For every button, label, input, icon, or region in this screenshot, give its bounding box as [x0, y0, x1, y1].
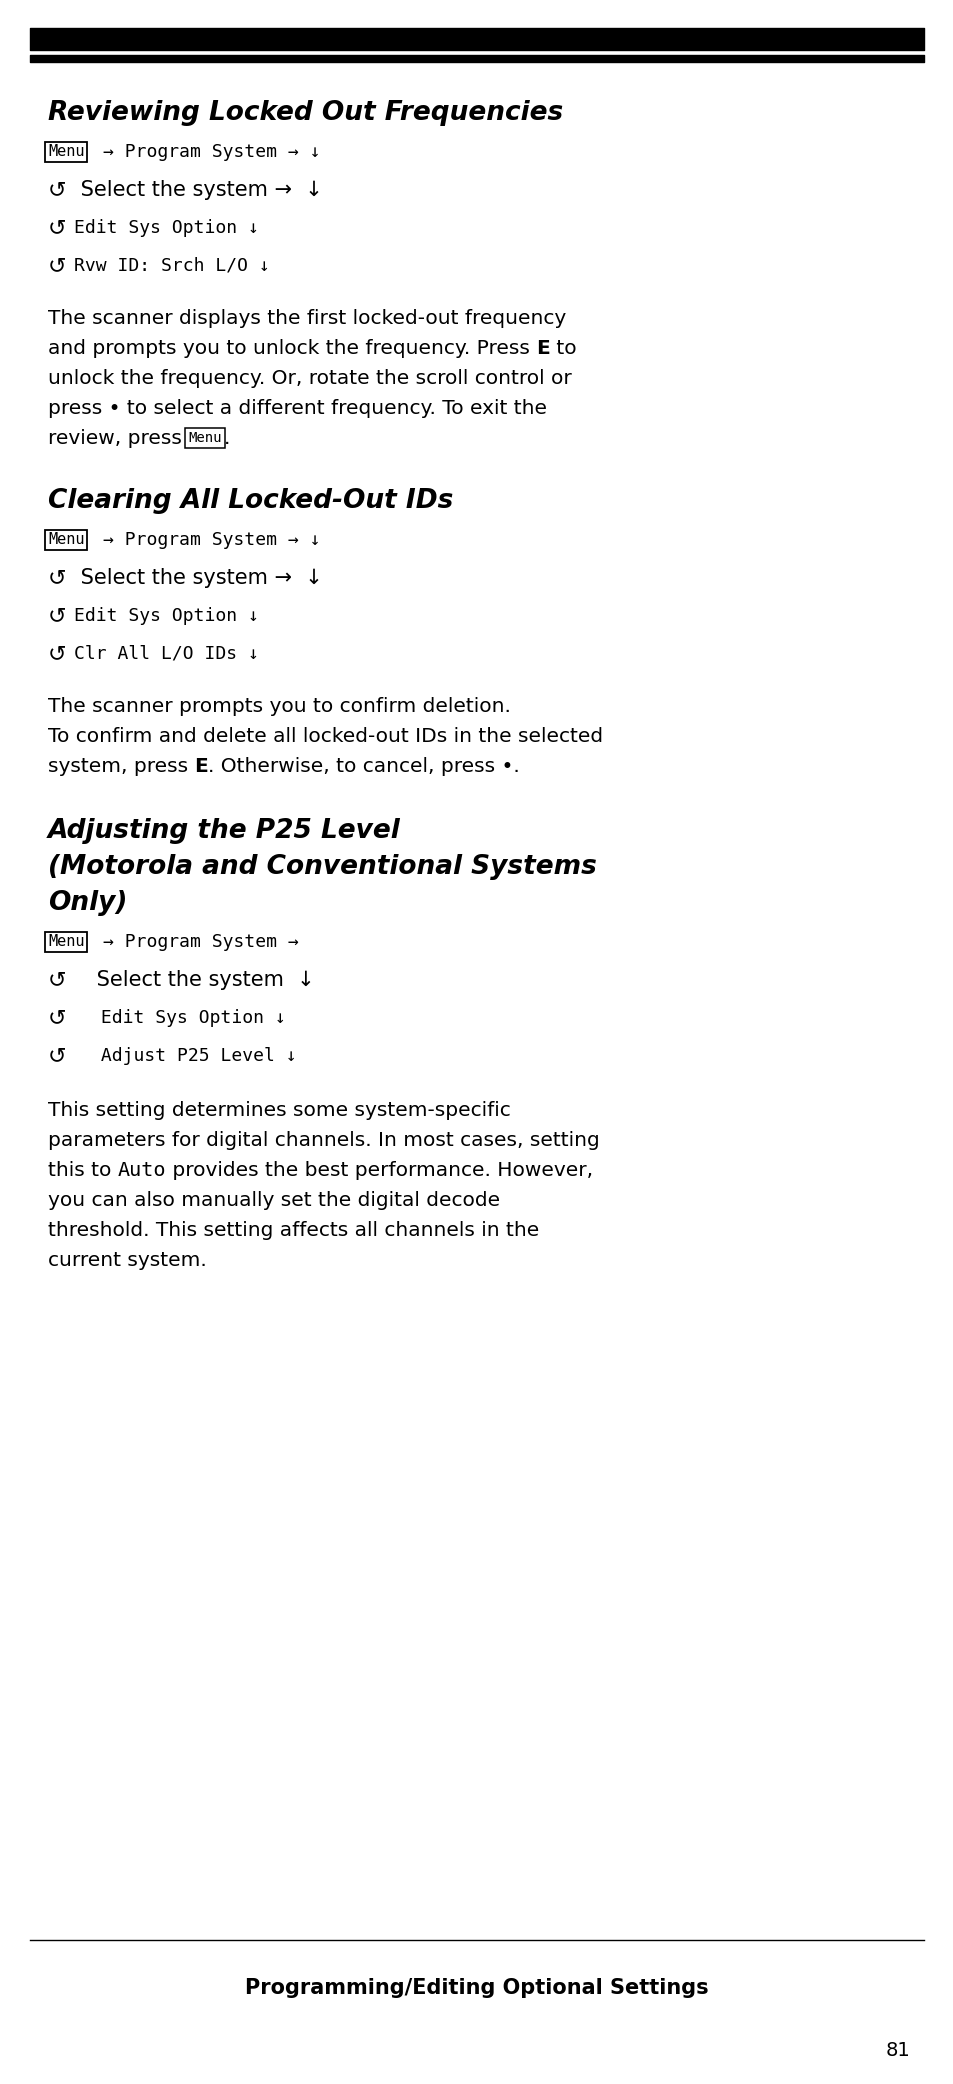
Text: Clr All L/O IDs ↓: Clr All L/O IDs ↓ [74, 646, 258, 663]
Text: ↺: ↺ [48, 569, 67, 588]
Text: unlock the frequency. Or, rotate the scroll control or: unlock the frequency. Or, rotate the scr… [48, 369, 571, 388]
Text: Only): Only) [48, 890, 128, 917]
Text: (Motorola and Conventional Systems: (Motorola and Conventional Systems [48, 854, 597, 879]
Text: ↺: ↺ [48, 179, 67, 200]
Text: E: E [194, 756, 208, 775]
Text: The scanner displays the first locked-out frequency: The scanner displays the first locked-ou… [48, 308, 566, 327]
Text: Menu: Menu [48, 934, 85, 950]
Text: Reviewing Locked Out Frequencies: Reviewing Locked Out Frequencies [48, 100, 562, 125]
Text: → Program System → ↓: → Program System → ↓ [103, 144, 320, 160]
Text: Auto: Auto [117, 1161, 166, 1180]
Text: Menu: Menu [188, 431, 221, 446]
Text: The scanner prompts you to confirm deletion.: The scanner prompts you to confirm delet… [48, 696, 511, 715]
Text: Menu: Menu [48, 144, 85, 160]
Text: ↺: ↺ [48, 644, 67, 665]
Text: To confirm and delete all locked-out IDs in the selected: To confirm and delete all locked-out IDs… [48, 727, 602, 746]
Text: 81: 81 [884, 2040, 909, 2059]
Text: parameters for digital channels. In most cases, setting: parameters for digital channels. In most… [48, 1132, 599, 1150]
Text: Rvw ID: Srch L/O ↓: Rvw ID: Srch L/O ↓ [74, 256, 270, 275]
Text: .: . [224, 429, 230, 448]
Text: ↺: ↺ [48, 606, 67, 625]
Text: ↺: ↺ [48, 1046, 67, 1067]
Text: Edit Sys Option ↓: Edit Sys Option ↓ [74, 219, 258, 238]
Text: ↺: ↺ [48, 256, 67, 275]
Text: you can also manually set the digital decode: you can also manually set the digital de… [48, 1192, 499, 1211]
Text: E: E [536, 338, 550, 358]
Text: . Otherwise, to cancel, press •.: . Otherwise, to cancel, press •. [208, 756, 519, 775]
Text: This setting determines some system-specific: This setting determines some system-spec… [48, 1102, 510, 1121]
Text: provides the best performance. However,: provides the best performance. However, [166, 1161, 593, 1180]
Text: current system.: current system. [48, 1252, 207, 1271]
Text: system, press: system, press [48, 756, 194, 775]
Text: Select the system →  ↓: Select the system → ↓ [74, 179, 322, 200]
Text: to: to [550, 338, 576, 358]
Text: Programming/Editing Optional Settings: Programming/Editing Optional Settings [245, 1978, 708, 1999]
Text: Menu: Menu [48, 534, 85, 548]
Text: press • to select a different frequency. To exit the: press • to select a different frequency.… [48, 398, 546, 417]
Text: threshold. This setting affects all channels in the: threshold. This setting affects all chan… [48, 1221, 538, 1240]
Text: Select the system →  ↓: Select the system → ↓ [74, 569, 322, 588]
Text: Adjusting the P25 Level: Adjusting the P25 Level [48, 819, 400, 844]
Text: ↺: ↺ [48, 1009, 67, 1027]
Text: Select the system  ↓: Select the system ↓ [90, 969, 314, 990]
Text: → Program System → ↓: → Program System → ↓ [103, 531, 320, 548]
Text: ↺: ↺ [48, 969, 67, 990]
Text: Edit Sys Option ↓: Edit Sys Option ↓ [74, 606, 258, 625]
Text: and prompts you to unlock the frequency. Press: and prompts you to unlock the frequency.… [48, 338, 536, 358]
Text: review, press: review, press [48, 429, 188, 448]
Text: Clearing All Locked-Out IDs: Clearing All Locked-Out IDs [48, 488, 453, 515]
Text: this to: this to [48, 1161, 117, 1180]
Text: Adjust P25 Level ↓: Adjust P25 Level ↓ [90, 1046, 296, 1065]
Text: Edit Sys Option ↓: Edit Sys Option ↓ [90, 1009, 286, 1027]
Text: → Program System →: → Program System → [103, 934, 298, 950]
Text: ↺: ↺ [48, 219, 67, 238]
